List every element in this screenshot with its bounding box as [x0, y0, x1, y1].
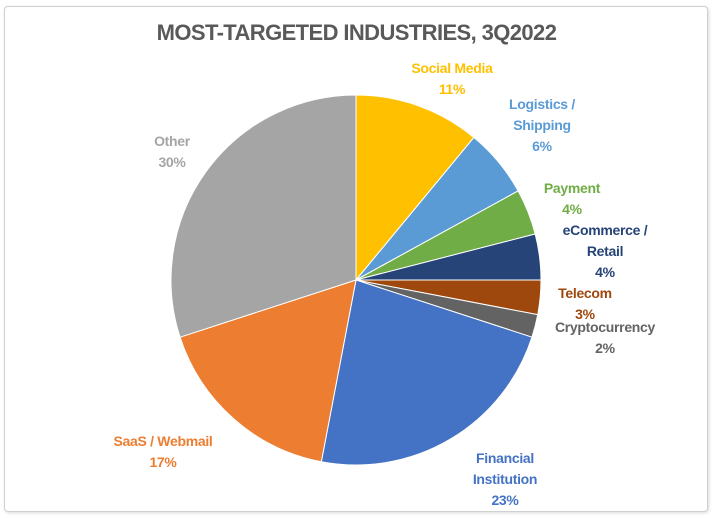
data-label-name: eCommerce / Retail: [562, 222, 648, 259]
data-label-ecommerce-retail: eCommerce / Retail 4%: [555, 220, 655, 283]
data-label-name: Other: [154, 133, 190, 149]
data-label-name: Payment: [543, 180, 601, 196]
data-label-value: 17%: [149, 454, 177, 470]
data-label-value: 23%: [491, 492, 519, 508]
pie-slice-saas-webmail: [179, 279, 357, 463]
data-label-value: 6%: [532, 138, 552, 154]
data-label-value: 4%: [562, 201, 582, 217]
data-label-saas-webmail: SaaS / Webmail 17%: [93, 431, 233, 473]
pie-slice-other: [170, 94, 357, 338]
pie-slice-social-media: [355, 94, 475, 282]
data-label-name: Social Media: [411, 60, 493, 76]
data-label-name: Logistics / Shipping: [509, 96, 575, 133]
data-label-value: 11%: [438, 81, 466, 97]
data-label-telecom: Telecom 3%: [545, 283, 625, 325]
data-label-value: 4%: [595, 264, 615, 280]
data-label-cryptocurrency: Cryptocurrency 2%: [540, 317, 670, 359]
data-label-value: 30%: [158, 154, 186, 170]
pie-slice-financial-institution: [320, 279, 533, 466]
data-label-name: Financial Institution: [472, 450, 538, 487]
chart-title: MOST-TARGETED INDUSTRIES, 3Q2022: [156, 20, 557, 45]
data-label-value: 3%: [575, 306, 595, 322]
data-label-name: Telecom: [558, 285, 612, 301]
data-label-name: Cryptocurrency: [554, 319, 656, 335]
data-label-social-media: Social Media 11%: [382, 58, 522, 100]
data-label-name: SaaS / Webmail: [113, 433, 213, 449]
data-label-logistics-shipping: Logistics / Shipping 6%: [502, 94, 582, 157]
data-label-financial-institution: Financial Institution 23%: [460, 448, 550, 511]
data-label-value: 2%: [595, 340, 615, 356]
data-label-payment: Payment 4%: [532, 178, 612, 220]
data-label-other: Other 30%: [132, 131, 212, 173]
